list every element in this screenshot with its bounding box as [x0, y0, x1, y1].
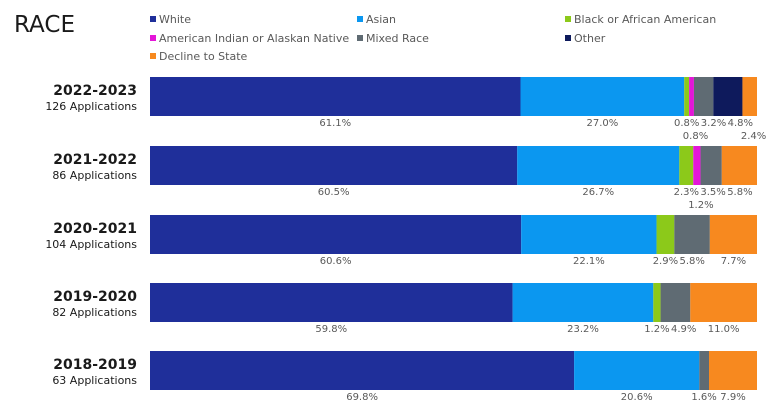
- value-label-decline-to-state: 11.0%: [708, 324, 740, 335]
- bar-segment-black-or-african-american: [653, 283, 661, 322]
- bar-segment-mixed-race: [674, 215, 710, 254]
- value-label-other: 4.8%: [728, 118, 753, 129]
- legend-label-other: Other: [574, 32, 606, 45]
- bar-segment-white: [150, 283, 513, 322]
- row-year-label: 2018-2019: [53, 357, 137, 373]
- legend: White Asian Black or African American Ameri…: [150, 13, 716, 63]
- legend-swatch-asian: [357, 16, 363, 22]
- legend-label-asian: Asian: [366, 13, 396, 26]
- value-label-black-or-african-american: 0.8%: [674, 118, 699, 129]
- legend-label-black-or-african-american: Black or African American: [574, 13, 716, 26]
- value-label-mixed-race: 5.8%: [679, 256, 704, 267]
- legend-swatch-other: [565, 35, 571, 41]
- bar-segment-asian: [574, 351, 700, 390]
- value-label-decline-to-state: 7.7%: [721, 256, 746, 267]
- value-label-white: 61.1%: [319, 118, 351, 129]
- chart-title: RACE: [14, 12, 75, 38]
- bar-segment-asian: [517, 146, 680, 185]
- bar-segment-black-or-african-american: [679, 146, 694, 185]
- bar-segment-black-or-african-american: [684, 77, 690, 116]
- bar-segment-white: [150, 351, 575, 390]
- legend-swatch-decline-to-state: [150, 53, 156, 59]
- legend-swatch-white: [150, 16, 156, 22]
- bar-segment-mixed-race: [699, 351, 709, 390]
- bar-segment-mixed-race: [693, 77, 714, 116]
- legend-label-mixed-race: Mixed Race: [366, 32, 429, 45]
- value-label-mixed-race: 3.2%: [701, 118, 726, 129]
- legend-label-american-indian-or-alaskan-native: American Indian or Alaskan Native: [159, 32, 349, 45]
- value-label-american-indian-or-alaskan-native: 0.8%: [683, 131, 708, 142]
- bar-segment-american-indian-or-alaskan-native: [693, 146, 701, 185]
- value-label-decline-to-state: 7.9%: [720, 392, 745, 403]
- value-label-decline-to-state: 5.8%: [727, 187, 752, 198]
- row-applications-label: 104 Applications: [45, 238, 137, 251]
- value-label-white: 60.5%: [318, 187, 350, 198]
- value-label-mixed-race: 1.6%: [691, 392, 716, 403]
- value-label-white: 69.8%: [346, 392, 378, 403]
- bar-segment-decline-to-state: [721, 146, 757, 185]
- bar-segment-mixed-race: [660, 283, 691, 322]
- value-label-white: 59.8%: [315, 324, 347, 335]
- bar-segment-white: [150, 146, 518, 185]
- bar-segment-white: [150, 77, 521, 116]
- row-applications-label: 63 Applications: [52, 374, 137, 387]
- row-applications-label: 82 Applications: [52, 306, 137, 319]
- legend-swatch-mixed-race: [357, 35, 363, 41]
- value-label-asian: 27.0%: [587, 118, 619, 129]
- row-year-label: 2021-2022: [53, 152, 137, 168]
- legend-label-decline-to-state: Decline to State: [159, 50, 248, 63]
- value-label-asian: 26.7%: [582, 187, 614, 198]
- bar-segment-white: [150, 215, 522, 254]
- value-label-asian: 20.6%: [621, 392, 653, 403]
- bar-segment-decline-to-state: [709, 351, 757, 390]
- row-year-label: 2019-2020: [53, 289, 137, 305]
- bar-segment-asian: [512, 283, 654, 322]
- value-label-mixed-race: 4.9%: [671, 324, 696, 335]
- row-applications-label: 86 Applications: [52, 169, 137, 182]
- legend-swatch-american-indian-or-alaskan-native: [150, 35, 156, 41]
- bar-segment-decline-to-state: [742, 77, 757, 116]
- value-label-mixed-race: 3.5%: [700, 187, 725, 198]
- row-applications-label: 126 Applications: [45, 100, 137, 113]
- value-label-black-or-african-american: 2.9%: [653, 256, 678, 267]
- value-label-american-indian-or-alaskan-native: 1.2%: [688, 200, 713, 211]
- bar-segment-asian: [520, 77, 685, 116]
- bar-segment-decline-to-state: [690, 283, 757, 322]
- legend-label-white: White: [159, 13, 191, 26]
- value-label-black-or-african-american: 2.3%: [674, 187, 699, 198]
- legend-swatch-black-or-african-american: [565, 16, 571, 22]
- value-label-asian: 22.1%: [573, 256, 605, 267]
- bar-segment-mixed-race: [700, 146, 722, 185]
- value-label-white: 60.6%: [320, 256, 352, 267]
- bar-segment-decline-to-state: [709, 215, 757, 254]
- row-year-label: 2020-2021: [53, 221, 137, 237]
- bar-segment-asian: [521, 215, 657, 254]
- value-label-asian: 23.2%: [567, 324, 599, 335]
- bar-segment-black-or-african-american: [656, 215, 675, 254]
- row-year-label: 2022-2023: [53, 83, 137, 99]
- value-label-black-or-african-american: 1.2%: [644, 324, 669, 335]
- value-label-decline-to-state: 2.4%: [741, 131, 766, 142]
- bar-segment-other: [713, 77, 743, 116]
- bar-segment-american-indian-or-alaskan-native: [689, 77, 694, 116]
